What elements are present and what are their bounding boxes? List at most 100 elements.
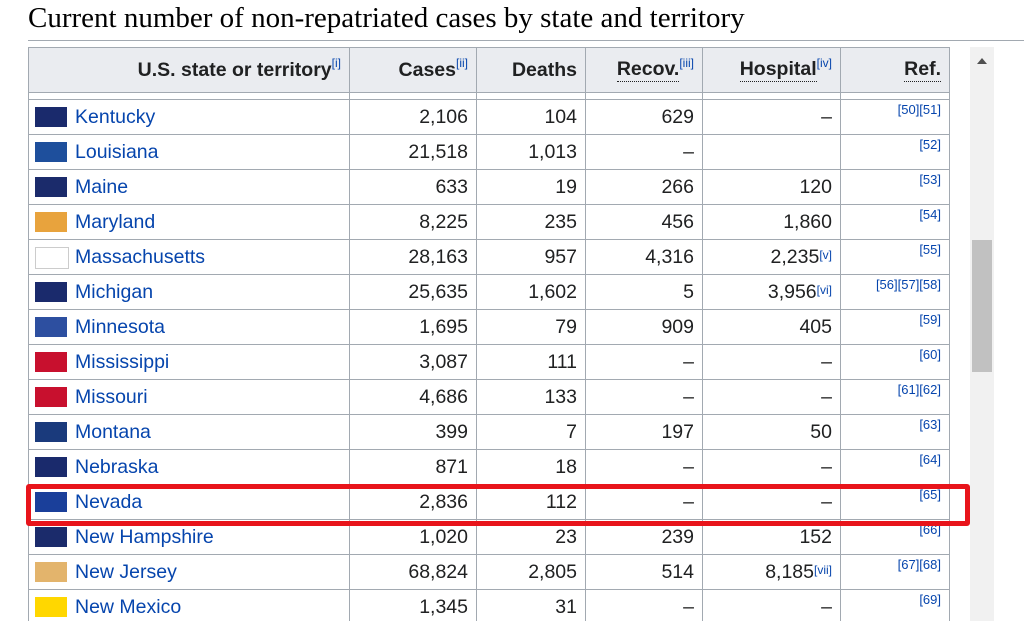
cell-value: 1,020: [419, 525, 468, 548]
cell-value: 514: [661, 560, 694, 583]
table-cell: 79: [477, 310, 586, 345]
cell-value: –: [821, 455, 832, 478]
cell-value: 5: [683, 280, 694, 303]
table-cell: –: [703, 100, 841, 135]
scrollbar-thumb[interactable]: [972, 240, 992, 372]
state-link[interactable]: Maine: [75, 175, 129, 198]
reference-links[interactable]: [55]: [919, 242, 941, 257]
state-link[interactable]: New Mexico: [75, 595, 182, 618]
state-link[interactable]: New Jersey: [75, 560, 177, 583]
state-flag: [35, 247, 69, 269]
reference-links[interactable]: [67][68]: [897, 557, 941, 572]
header-label: Hospital: [739, 58, 817, 82]
cell-value: 235: [544, 210, 577, 233]
table-cell: [586, 93, 703, 100]
reference-links[interactable]: [56][57][58]: [875, 277, 941, 292]
highlight-box: [26, 484, 970, 526]
state-link[interactable]: New Hampshire: [75, 525, 214, 548]
header-label: Ref.: [904, 58, 941, 82]
cell-value: 18: [555, 455, 577, 478]
table-cell: New Mexico: [29, 590, 350, 621]
table-cell: 1,860: [703, 205, 841, 240]
hospital-note[interactable]: [v]: [819, 248, 832, 262]
reference-links[interactable]: [64]: [919, 452, 941, 467]
table-cell: 8,225: [350, 205, 477, 240]
header-note[interactable]: [iv]: [816, 56, 832, 70]
state-link[interactable]: Louisiana: [75, 140, 159, 163]
reference-links[interactable]: [50][51]: [897, 102, 941, 117]
state-link[interactable]: Minnesota: [75, 315, 165, 338]
table-cell: 629: [586, 100, 703, 135]
state-link[interactable]: Michigan: [75, 280, 154, 303]
table-cell: 28,163: [350, 240, 477, 275]
scroll-up-arrow[interactable]: [975, 56, 989, 66]
reference-links[interactable]: [63]: [919, 417, 941, 432]
reference-links[interactable]: [54]: [919, 207, 941, 222]
table-cell: [841, 93, 950, 100]
state-link[interactable]: Missouri: [75, 385, 148, 408]
table-cell: 120: [703, 170, 841, 205]
table-cell: 7: [477, 415, 586, 450]
table-cell: 133: [477, 380, 586, 415]
table-cell: 4,686: [350, 380, 477, 415]
table-cell: 2,805: [477, 555, 586, 590]
table-cell: 239: [586, 520, 703, 555]
state-flag: [35, 387, 67, 407]
reference-links[interactable]: [69]: [919, 592, 941, 607]
header-note[interactable]: [i]: [331, 56, 341, 70]
header-note[interactable]: [ii]: [456, 56, 468, 70]
table-cell: 152: [703, 520, 841, 555]
reference-links[interactable]: [60]: [919, 347, 941, 362]
cell-value: 399: [435, 420, 468, 443]
table-cell: –: [703, 345, 841, 380]
cell-value: –: [683, 140, 694, 163]
state-flag: [35, 212, 67, 232]
state-flag: [35, 597, 67, 617]
state-flag: [35, 282, 67, 302]
table-cell: 197: [586, 415, 703, 450]
state-link[interactable]: Massachusetts: [75, 245, 206, 268]
table-cell: 633: [350, 170, 477, 205]
hospital-note[interactable]: [vii]: [814, 563, 832, 577]
column-header[interactable]: Ref.: [841, 48, 950, 93]
cell-value: –: [683, 350, 694, 373]
state-flag: [35, 352, 67, 372]
table-cell: 2,235 [v]: [703, 240, 841, 275]
cell-value: –: [683, 385, 694, 408]
cell-value: 2,805: [528, 560, 577, 583]
table-cell: 2,106: [350, 100, 477, 135]
table-cell: 957: [477, 240, 586, 275]
reference-links[interactable]: [61][62]: [897, 382, 941, 397]
header-label: Deaths: [511, 58, 577, 81]
cell-value: –: [683, 595, 694, 618]
header-note[interactable]: [iii]: [679, 56, 694, 70]
cell-value: –: [821, 490, 832, 513]
reference-links[interactable]: [52]: [919, 137, 941, 152]
table-cell: 3,956 [vi]: [703, 275, 841, 310]
state-link[interactable]: Maryland: [75, 210, 156, 233]
cell-value: 1,602: [528, 280, 577, 303]
state-link[interactable]: Mississippi: [75, 350, 170, 373]
table-cell: [67][68]: [841, 555, 950, 590]
cell-value: 28,163: [408, 245, 468, 268]
header-label: U.S. state or territory: [137, 58, 332, 81]
state-link[interactable]: Kentucky: [75, 105, 156, 128]
cell-value: 2,836: [419, 490, 468, 513]
state-link[interactable]: Nebraska: [75, 455, 159, 478]
state-link[interactable]: Montana: [75, 420, 151, 443]
table-cell: 1,020: [350, 520, 477, 555]
reference-links[interactable]: [65]: [919, 487, 941, 502]
cell-value: 23: [555, 525, 577, 548]
column-header[interactable]: Recov. [iii]: [586, 48, 703, 93]
reference-links[interactable]: [59]: [919, 312, 941, 327]
state-link[interactable]: Nevada: [75, 490, 143, 513]
column-header[interactable]: Hospital [iv]: [703, 48, 841, 93]
table-cell: 3,087: [350, 345, 477, 380]
reference-links[interactable]: [53]: [919, 172, 941, 187]
cell-value: 19: [555, 175, 577, 198]
cell-value: 957: [544, 245, 577, 268]
hospital-note[interactable]: [vi]: [816, 283, 832, 297]
cell-value: 68,824: [408, 560, 468, 583]
table-cell: 23: [477, 520, 586, 555]
